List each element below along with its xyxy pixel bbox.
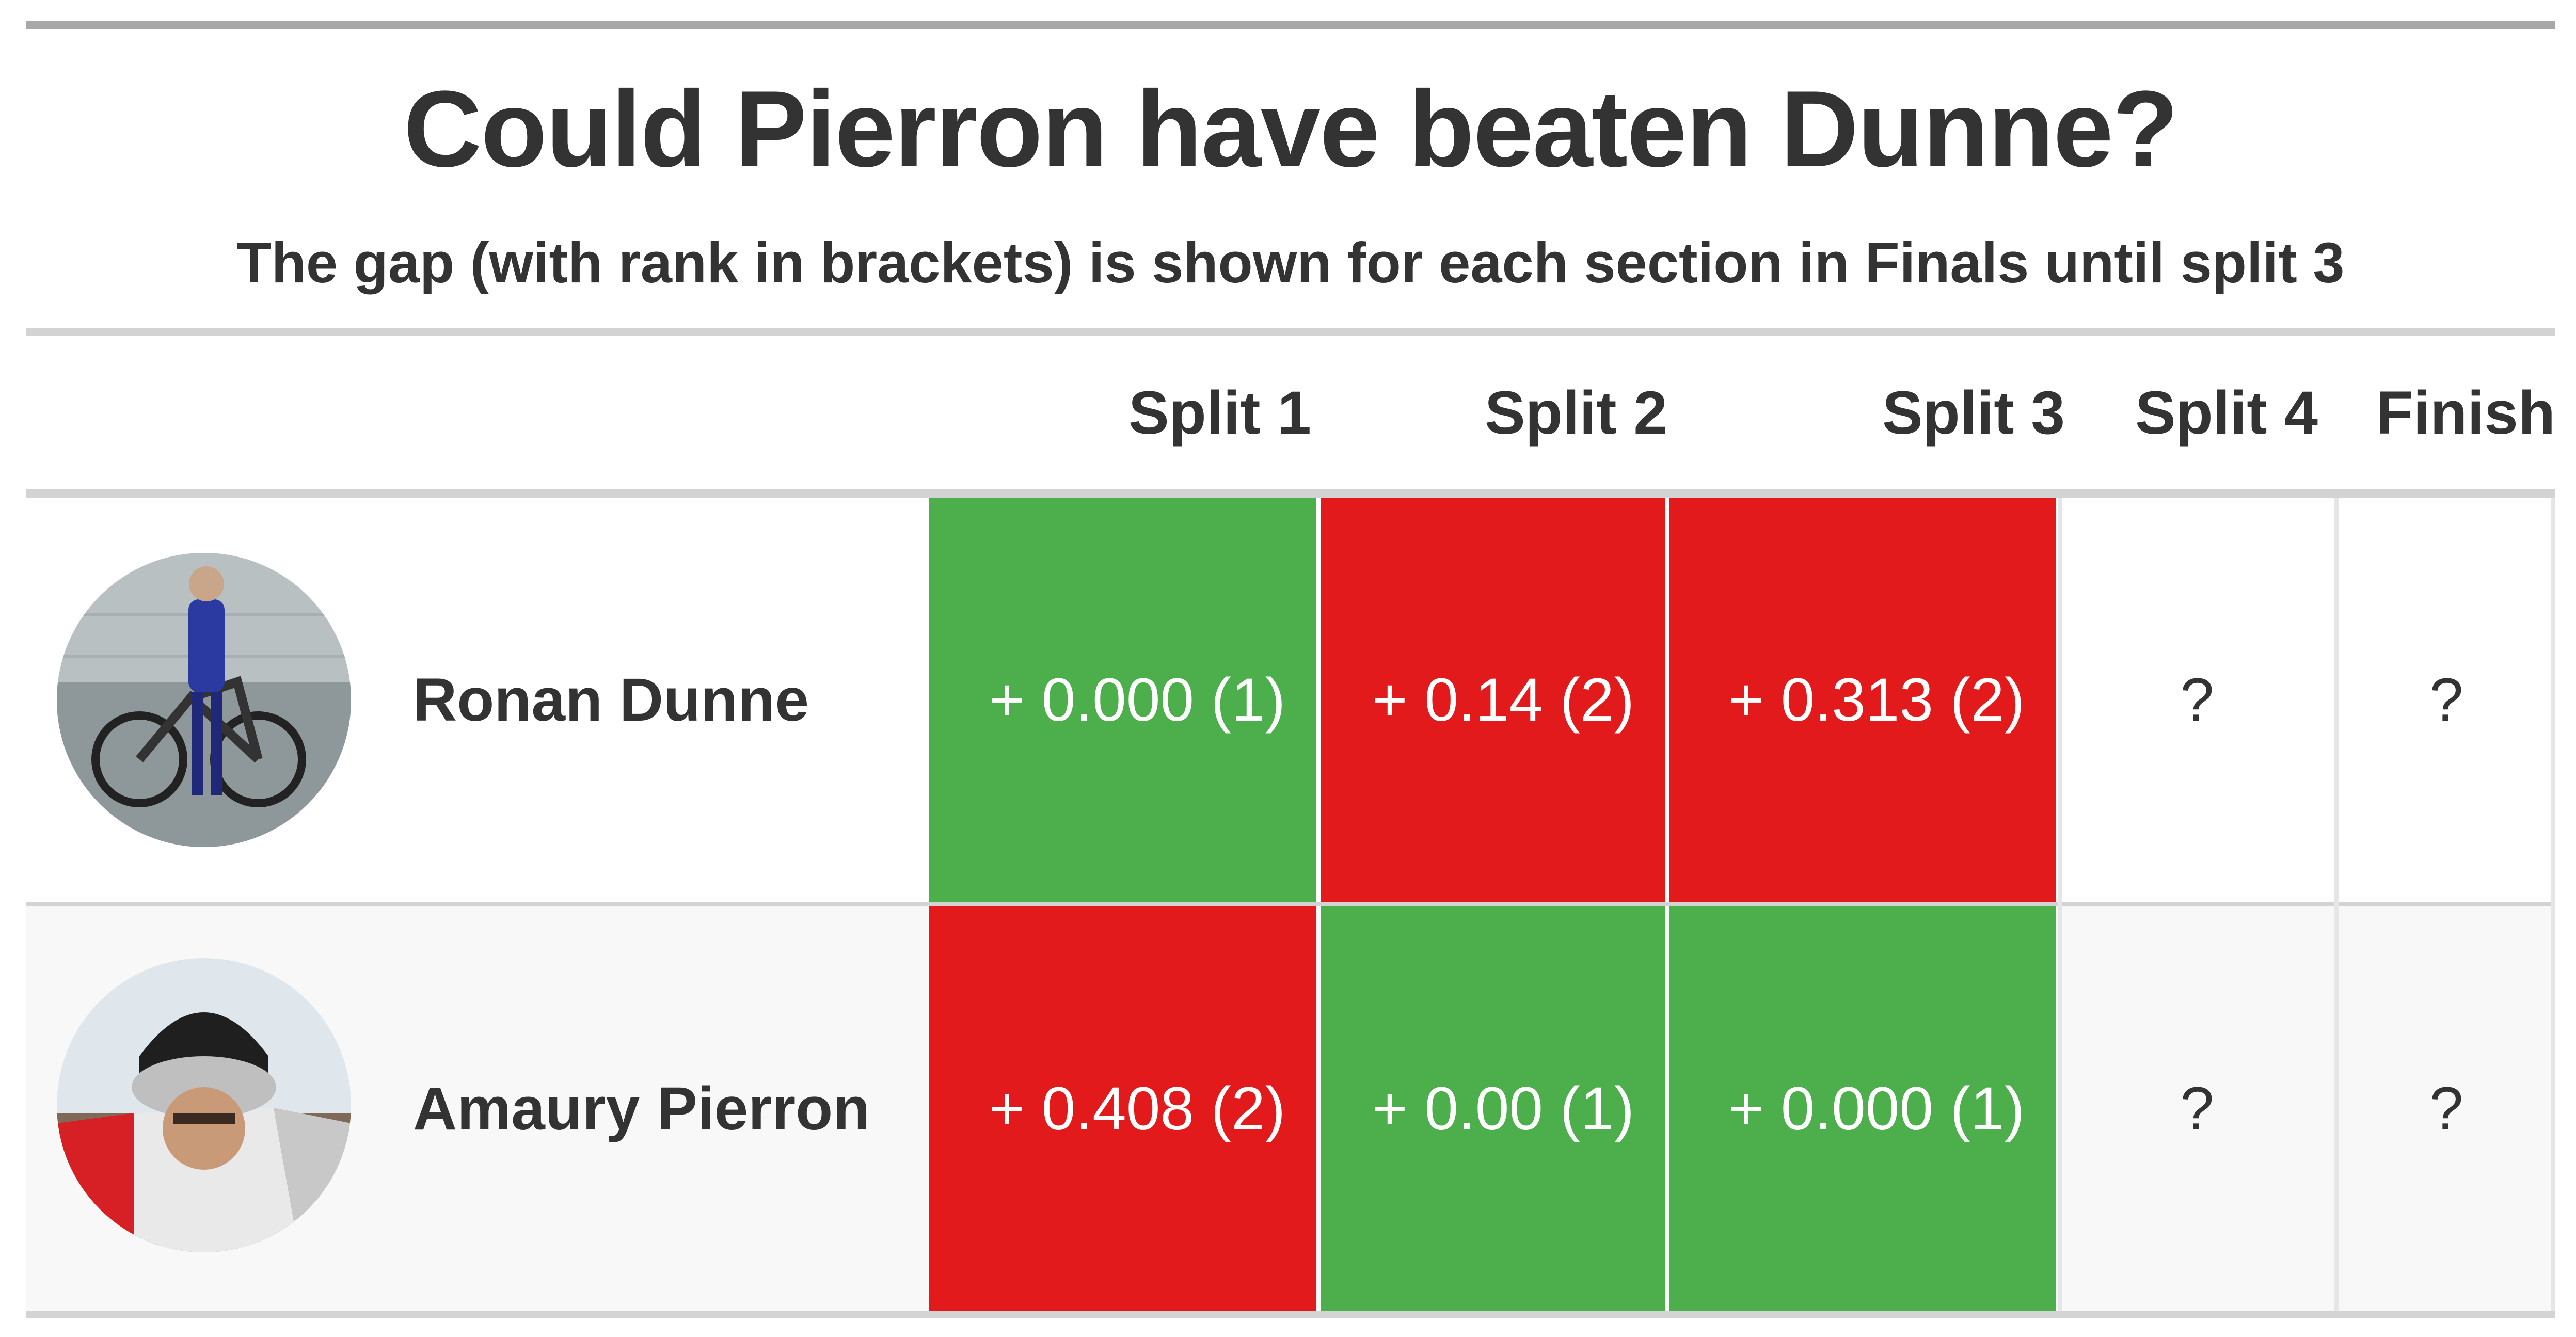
gap-cell-finish: ? (2429, 666, 2463, 734)
rider-avatar-icon (57, 553, 351, 847)
column-divider (2058, 498, 2062, 1311)
rider-avatar-icon (57, 958, 351, 1252)
header-divider (26, 489, 2555, 498)
gap-cell-split-2: + 0.14 (2) (1321, 498, 1665, 902)
gap-cell-split-1: + 0.000 (1) (929, 498, 1316, 902)
bottom-rule (26, 1311, 2555, 1318)
gap-cell-split-2: + 0.00 (1) (1321, 906, 1665, 1311)
column-divider (2334, 498, 2339, 1311)
table-row: Amaury Pierron + 0.408 (2) + 0.00 (1) + … (26, 906, 2555, 1311)
column-header-split-2: Split 2 (1484, 379, 1667, 447)
gap-cell-split-3: + 0.000 (1) (1669, 906, 2056, 1311)
column-header-finish: Finish (2376, 379, 2555, 447)
rider-name: Amaury Pierron (413, 1075, 870, 1143)
table-row: Ronan Dunne + 0.000 (1) + 0.14 (2) + 0.3… (26, 498, 2555, 902)
column-divider (2551, 498, 2555, 1311)
rider-name: Ronan Dunne (413, 666, 809, 734)
gap-cell-split-4: ? (2180, 1075, 2214, 1143)
rider-photo-icon (57, 553, 351, 847)
gap-cell-finish: ? (2429, 1075, 2463, 1143)
title-divider (26, 328, 2555, 336)
rider-photo-icon (57, 958, 351, 1252)
chart-title: Could Pierron have beaten Dunne? (403, 68, 2179, 189)
column-header-split-1: Split 1 (1128, 379, 1311, 447)
column-header-row: Split 1 Split 2 Split 3 Split 4 Finish (26, 336, 2555, 490)
row-divider (26, 902, 2555, 906)
gap-cell-split-1: + 0.408 (2) (929, 906, 1316, 1311)
gap-cell-split-4: ? (2180, 666, 2214, 734)
chart-subtitle: The gap (with rank in brackets) is shown… (236, 231, 2345, 295)
column-header-split-3: Split 3 (1882, 379, 2065, 447)
top-rule (26, 21, 2555, 29)
table-frame: Could Pierron have beaten Dunne? The gap… (26, 21, 2555, 1318)
gap-cell-split-3: + 0.313 (2) (1669, 498, 2056, 902)
column-header-split-4: Split 4 (2135, 379, 2318, 447)
